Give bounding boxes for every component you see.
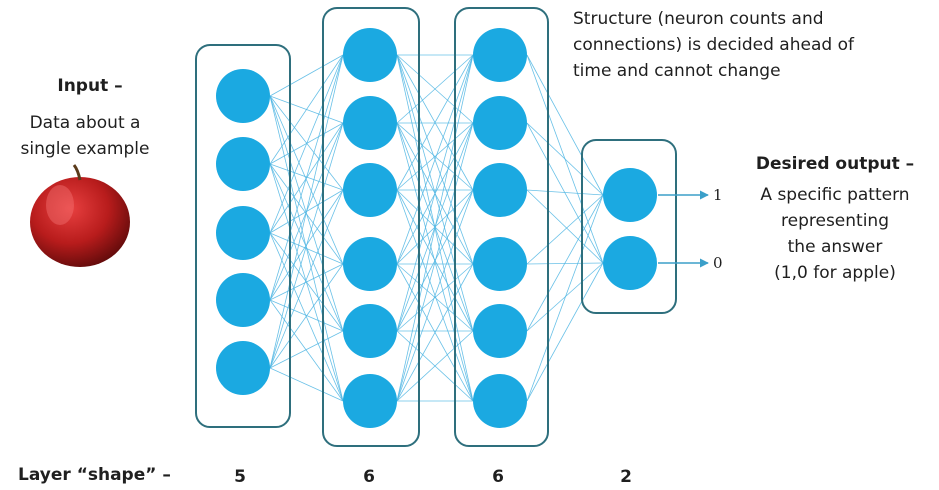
neuron-layer3-1 [473,28,527,82]
neuron-layer4-1 [603,168,657,222]
structure-note-line3: time and cannot change [573,61,781,81]
layer-boxes-group [195,7,677,447]
connection-l1-5-to-5 [269,330,344,369]
connection-l1-1-to-4 [269,95,344,265]
connection-l1-4-to-1 [269,54,344,301]
output-value-0: 0 [713,254,723,272]
input-title: Input – [57,76,123,96]
connection-l3-3-to-2 [526,189,604,264]
connection-l3-5-to-1 [526,194,604,332]
connection-l3-3-to-1 [526,189,604,196]
connection-l1-1-to-1 [269,54,344,97]
output-description-line4: (1,0 for apple) [774,263,896,283]
neuron-layer2-2 [343,96,397,150]
neuron-layer3-2 [473,96,527,150]
connection-l1-5-to-3 [269,189,344,369]
connection-l3-2-to-1 [526,122,604,196]
neuron-layer1-3 [216,206,270,260]
layer-size-4: 2 [620,467,632,487]
connection-l3-2-to-2 [526,122,604,264]
connection-l1-2-to-5 [269,163,344,332]
input-description-line1: Data about a [29,113,141,133]
connection-l3-4-to-1 [526,194,604,265]
connection-l3-1-to-1 [526,54,604,196]
layer-size-1: 5 [234,467,246,487]
connection-l2-5-to-1 [396,54,474,332]
neuron-layer2-3 [343,163,397,217]
neuron-layer1-1 [216,69,270,123]
neuron-layer1-5 [216,341,270,395]
connection-l1-3-to-4 [269,232,344,265]
layer-box-1 [195,44,291,428]
neuron-layer3-4 [473,237,527,291]
neuron-layer3-6 [473,374,527,428]
output-description-line1: A specific pattern [760,185,910,205]
layer-size-2: 6 [363,467,375,487]
connection-l1-2-to-1 [269,54,344,165]
connection-l1-5-to-6 [269,367,344,402]
layer-box-2 [322,7,420,447]
connection-l2-3-to-1 [396,54,474,191]
input-description-line2: single example [20,139,150,159]
layer-box-3 [454,7,549,447]
connection-l1-3-to-6 [269,232,344,402]
neurons-group [216,28,657,428]
connection-l2-6-to-5 [396,330,474,402]
connection-l2-4-to-1 [396,54,474,265]
connections-group [269,54,604,402]
output-title: Desired output – [755,154,915,174]
layer-shape-label: Layer “shape” – [18,465,171,485]
neuron-layer1-4 [216,273,270,327]
connection-l1-2-to-4 [269,163,344,265]
layer-box-4 [581,139,677,314]
connection-l2-6-to-2 [396,122,474,402]
output-arrows-group [658,190,709,268]
structure-note-line1: Structure (neuron counts and [573,9,824,29]
neuron-layer2-6 [343,374,397,428]
neuron-layer2-4 [343,237,397,291]
apple-image [30,164,130,267]
neuron-layer2-1 [343,28,397,82]
structure-note-line2: connections) is decided ahead of [573,35,854,55]
neuron-layer1-2 [216,137,270,191]
neuron-layer3-3 [473,163,527,217]
connection-l1-5-to-1 [269,54,344,369]
neuron-layer4-2 [603,236,657,290]
connection-l1-4-to-4 [269,263,344,301]
connection-l2-3-to-2 [396,122,474,191]
layer-size-3: 6 [492,467,504,487]
output-description-line3: the answer [787,237,883,257]
connection-l2-6-to-1 [396,54,474,402]
neuron-layer2-5 [343,304,397,358]
output-description-line2: representing [781,211,889,231]
output-value-1: 1 [713,186,723,204]
connection-l1-5-to-2 [269,122,344,369]
neuron-layer3-5 [473,304,527,358]
connection-l1-3-to-1 [269,54,344,234]
connection-l2-6-to-4 [396,263,474,402]
connection-l3-6-to-1 [526,194,604,402]
connection-l2-5-to-4 [396,263,474,332]
connection-l1-5-to-4 [269,263,344,369]
connection-l3-6-to-2 [526,262,604,402]
connection-l2-6-to-3 [396,189,474,402]
connection-l2-2-to-1 [396,54,474,124]
